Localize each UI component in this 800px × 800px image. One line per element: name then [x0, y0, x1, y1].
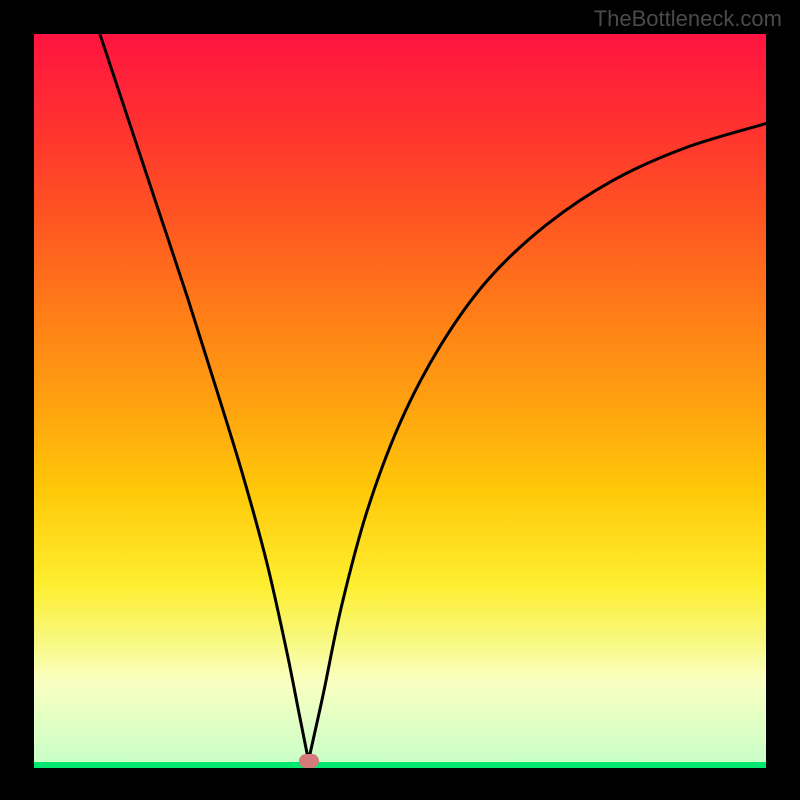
bottleneck-curve	[100, 34, 766, 761]
minimum-marker	[299, 754, 319, 768]
watermark-text: TheBottleneck.com	[594, 6, 782, 32]
curve-svg	[34, 34, 766, 768]
plot-area	[34, 34, 766, 768]
chart-container: TheBottleneck.com	[0, 0, 800, 800]
